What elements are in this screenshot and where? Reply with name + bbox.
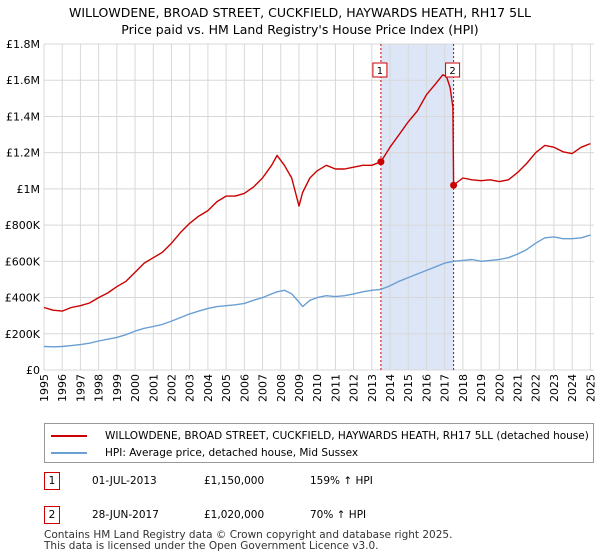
- marker-label-box: [372, 62, 388, 78]
- x-tick-label: 2003: [184, 374, 197, 402]
- footer-licence: This data is licensed under the Open Gov…: [44, 540, 379, 552]
- x-tick-label: 1995: [38, 374, 51, 402]
- series-line-hpi: [43, 234, 591, 348]
- x-tick-label: 2011: [329, 374, 342, 402]
- transaction-number: 2: [44, 506, 60, 524]
- legend-item-hpi: HPI: Average price, detached house, Mid …: [51, 445, 358, 461]
- x-tick-label: 2007: [257, 374, 270, 402]
- y-tick-label: £0: [26, 364, 40, 377]
- marker-label-box: [445, 62, 461, 78]
- y-tick-label: £1.4M: [6, 110, 40, 123]
- shaded-period: [380, 44, 454, 370]
- x-tick-label: 2016: [420, 374, 433, 402]
- y-tick-label: £600K: [5, 255, 41, 268]
- footer-copyright: Contains HM Land Registry data © Crown c…: [44, 529, 453, 541]
- x-tick-label: 2019: [475, 374, 488, 402]
- transaction-date: 01-JUL-2013: [92, 475, 157, 487]
- marker-label: 1: [377, 66, 383, 77]
- x-tick-label: 2022: [530, 374, 543, 402]
- marker-label: 2: [449, 66, 455, 77]
- x-tick-label: 1997: [74, 374, 87, 402]
- x-tick-label: 2020: [493, 374, 506, 402]
- price-chart: 1 2 £0 £200K £400K £600K £800K £1M £1.2M £1.4M £1.…: [5, 38, 598, 402]
- x-tick-label: 2023: [548, 374, 561, 402]
- x-tick-label: 2002: [165, 374, 178, 402]
- y-tick-label: £400K: [5, 292, 41, 305]
- y-tick-label: £200K: [5, 328, 41, 341]
- legend-line-property: [51, 435, 87, 437]
- sale-point: [450, 181, 458, 189]
- transaction-number: 1: [44, 472, 60, 490]
- chart-title: WILLOWDENE, BROAD STREET, CUCKFIELD, HAY…: [0, 4, 600, 38]
- sale-point: [377, 158, 385, 166]
- legend-label-property: WILLOWDENE, BROAD STREET, CUCKFIELD, HAY…: [105, 430, 589, 442]
- title-line-2: Price paid vs. HM Land Registry's House …: [121, 22, 479, 37]
- x-tick-label: 2012: [348, 374, 361, 402]
- y-tick-label: £1.8M: [6, 38, 40, 51]
- y-tick-label: £1.2M: [6, 147, 40, 160]
- x-tick-label: 2013: [366, 374, 379, 402]
- x-tick-label: 2000: [129, 374, 142, 402]
- x-tick-label: 2008: [275, 374, 288, 402]
- chart-legend: WILLOWDENE, BROAD STREET, CUCKFIELD, HAY…: [44, 423, 594, 463]
- x-tick-label: 2018: [457, 374, 470, 402]
- footer: Contains HM Land Registry data © Crown c…: [44, 530, 452, 552]
- x-tick-label: 2024: [566, 374, 579, 402]
- y-tick-label: £1M: [17, 183, 41, 196]
- y-tick-label: £800K: [5, 219, 41, 232]
- transaction-price: £1,020,000: [204, 509, 265, 521]
- legend-item-property: WILLOWDENE, BROAD STREET, CUCKFIELD, HAY…: [51, 428, 589, 444]
- x-tick-label: 2001: [147, 374, 160, 402]
- x-tick-label: 1998: [93, 374, 106, 402]
- x-tick-label: 2021: [512, 374, 525, 402]
- transaction-row: 2 28-JUN-2017 £1,020,000 70% ↑ HPI: [44, 506, 564, 526]
- x-tick-label: 2017: [439, 374, 452, 402]
- x-tick-label: 1999: [111, 374, 124, 402]
- legend-label-hpi: HPI: Average price, detached house, Mid …: [105, 447, 359, 459]
- x-tick-label: 2014: [384, 374, 397, 402]
- transaction-price: £1,150,000: [204, 475, 265, 487]
- transaction-row: 1 01-JUL-2013 £1,150,000 159% ↑ HPI: [44, 472, 564, 492]
- x-tick-label: 2010: [311, 374, 324, 402]
- legend-line-hpi: [51, 452, 87, 454]
- plot-area: [44, 44, 594, 370]
- x-tick-label: 2005: [220, 374, 233, 402]
- x-tick-label: 2006: [238, 374, 251, 402]
- transaction-hpi-change: 159% ↑ HPI: [310, 475, 373, 487]
- transaction-date: 28-JUN-2017: [92, 509, 159, 521]
- x-tick-label: 2004: [202, 374, 215, 402]
- transaction-hpi-change: 70% ↑ HPI: [310, 509, 367, 521]
- x-tick-label: 2009: [293, 374, 306, 402]
- y-tick-label: £1.6M: [6, 74, 40, 87]
- x-tick-label: 2025: [584, 374, 597, 402]
- x-tick-label: 2015: [402, 374, 415, 402]
- series-line-property: [43, 74, 591, 312]
- title-line-1: WILLOWDENE, BROAD STREET, CUCKFIELD, HAY…: [69, 5, 531, 20]
- x-tick-label: 1996: [56, 374, 69, 402]
